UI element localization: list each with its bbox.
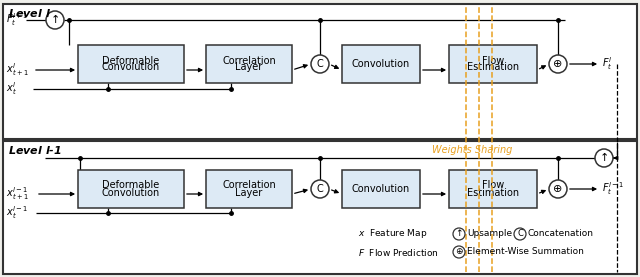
FancyBboxPatch shape xyxy=(78,170,184,208)
Text: Estimation: Estimation xyxy=(467,63,519,73)
Text: $x$  Feature Map: $x$ Feature Map xyxy=(358,227,428,240)
Circle shape xyxy=(453,228,465,240)
Text: Weights Sharing: Weights Sharing xyxy=(432,145,512,155)
Text: ↑: ↑ xyxy=(599,153,609,163)
Circle shape xyxy=(549,180,567,198)
Circle shape xyxy=(46,11,64,29)
Text: Deformable: Deformable xyxy=(102,55,159,65)
Text: Layer: Layer xyxy=(236,188,262,198)
Text: ⊕: ⊕ xyxy=(554,59,563,69)
Circle shape xyxy=(311,55,329,73)
Text: Upsample: Upsample xyxy=(467,230,512,238)
Text: Flow: Flow xyxy=(482,55,504,65)
FancyBboxPatch shape xyxy=(3,4,637,139)
Text: Layer: Layer xyxy=(236,63,262,73)
Text: Flow: Flow xyxy=(482,181,504,191)
Text: ↑: ↑ xyxy=(455,230,463,238)
Text: Element-Wise Summation: Element-Wise Summation xyxy=(467,248,584,257)
FancyBboxPatch shape xyxy=(206,170,292,208)
Text: C: C xyxy=(317,59,323,69)
Text: Convolution: Convolution xyxy=(352,59,410,69)
Circle shape xyxy=(453,246,465,258)
Text: Deformable: Deformable xyxy=(102,181,159,191)
Text: C: C xyxy=(317,184,323,194)
Text: Convolution: Convolution xyxy=(352,184,410,194)
FancyBboxPatch shape xyxy=(449,170,537,208)
Text: Estimation: Estimation xyxy=(467,188,519,198)
Circle shape xyxy=(549,55,567,73)
Circle shape xyxy=(514,228,526,240)
Text: Convolution: Convolution xyxy=(102,63,160,73)
Text: $F_t^{l+1}$: $F_t^{l+1}$ xyxy=(6,12,28,29)
Text: ⊕: ⊕ xyxy=(455,248,463,257)
Text: ⊕: ⊕ xyxy=(554,184,563,194)
Text: C: C xyxy=(517,230,523,238)
FancyBboxPatch shape xyxy=(342,170,420,208)
Text: $x_t^{l-1}$: $x_t^{l-1}$ xyxy=(6,205,28,221)
Text: Concatenation: Concatenation xyxy=(528,230,594,238)
FancyBboxPatch shape xyxy=(206,45,292,83)
FancyBboxPatch shape xyxy=(3,141,637,274)
Text: Level $\bfit{l}$-1: Level $\bfit{l}$-1 xyxy=(8,144,62,156)
Text: Convolution: Convolution xyxy=(102,188,160,198)
Text: Correlation: Correlation xyxy=(222,181,276,191)
Text: $F$  Flow Prediction: $F$ Flow Prediction xyxy=(358,247,438,258)
Circle shape xyxy=(311,180,329,198)
FancyBboxPatch shape xyxy=(342,45,420,83)
Text: $x_{t+1}^{l-1}$: $x_{t+1}^{l-1}$ xyxy=(6,186,29,202)
Text: Level $\bfit{l}$: Level $\bfit{l}$ xyxy=(8,7,51,19)
Text: Correlation: Correlation xyxy=(222,55,276,65)
Text: $x_t^l$: $x_t^l$ xyxy=(6,81,17,98)
Text: ↑: ↑ xyxy=(51,15,60,25)
Circle shape xyxy=(595,149,613,167)
Text: $x_{t+1}^l$: $x_{t+1}^l$ xyxy=(6,61,29,78)
FancyBboxPatch shape xyxy=(78,45,184,83)
FancyBboxPatch shape xyxy=(449,45,537,83)
Text: $F_t^{l-1}$: $F_t^{l-1}$ xyxy=(602,181,624,198)
Text: $F_t^l$: $F_t^l$ xyxy=(602,56,612,72)
